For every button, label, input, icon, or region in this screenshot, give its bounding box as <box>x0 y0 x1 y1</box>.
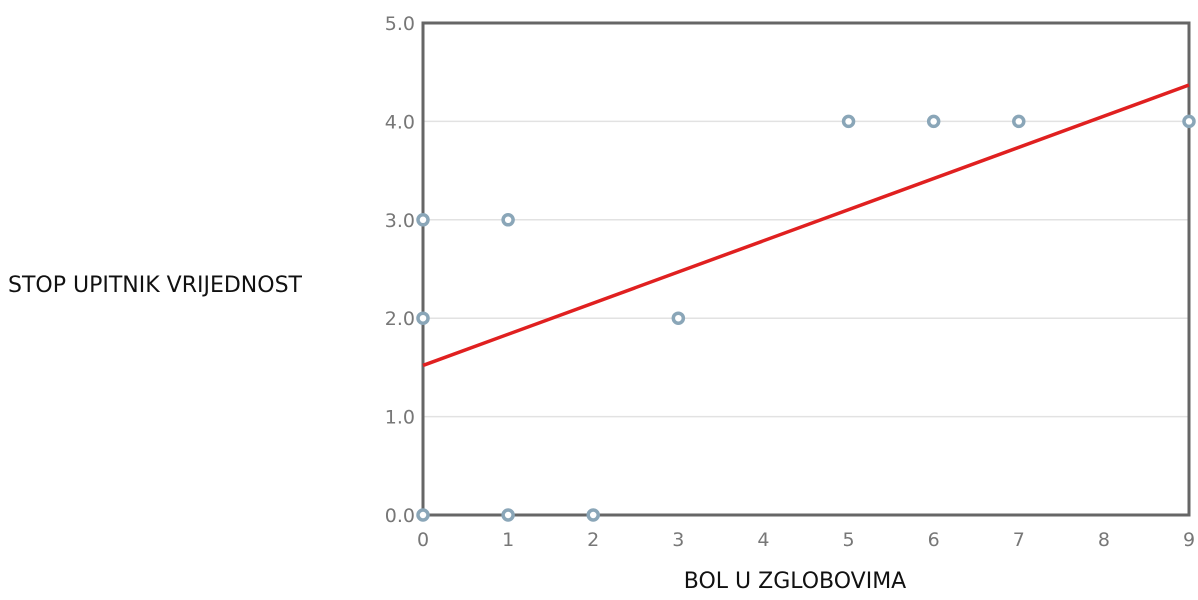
data-point <box>416 311 430 325</box>
x-tick-label: 2 <box>587 529 599 551</box>
x-tick-label: 0 <box>417 529 429 551</box>
y-axis-title: STOP UPITNIK VRIJEDNOST <box>8 273 303 298</box>
data-point <box>841 114 856 129</box>
y-tick-labels: 0.0 1.0 2.0 3.0 4.0 5.0 <box>385 13 415 527</box>
y-tick-label: 2.0 <box>385 308 415 330</box>
data-point <box>501 508 515 522</box>
x-tick-label: 1 <box>502 529 514 551</box>
x-tick-label: 9 <box>1183 529 1195 551</box>
x-tick-labels: 0 1 2 3 4 5 6 7 8 9 <box>417 529 1195 551</box>
y-tick-label: 1.0 <box>385 407 415 429</box>
data-point <box>416 508 430 522</box>
data-point <box>671 311 686 325</box>
data-point <box>1012 114 1026 129</box>
y-tick-label: 0.0 <box>385 505 415 527</box>
y-tick-label: 4.0 <box>385 111 415 133</box>
x-tick-label: 8 <box>1098 529 1110 551</box>
trendline <box>422 83 1190 368</box>
data-point <box>926 114 941 129</box>
y-tick-label: 5.0 <box>385 13 415 35</box>
x-tick-label: 3 <box>672 529 684 551</box>
x-tick-label: 5 <box>843 529 855 551</box>
data-point <box>416 213 430 227</box>
data-points <box>416 114 1196 522</box>
x-axis-title: BOL U ZGLOBOVIMA <box>684 569 906 594</box>
y-tick-label: 3.0 <box>385 210 415 232</box>
data-point <box>501 213 515 227</box>
data-point <box>586 508 600 522</box>
data-point <box>1182 114 1196 129</box>
trendline-layer <box>422 83 1190 368</box>
x-tick-label: 4 <box>757 529 769 551</box>
gridlines <box>423 120 1189 418</box>
x-tick-label: 7 <box>1013 529 1025 551</box>
axes <box>421 21 1191 517</box>
x-tick-label: 6 <box>928 529 940 551</box>
plot-frame <box>421 21 1191 517</box>
